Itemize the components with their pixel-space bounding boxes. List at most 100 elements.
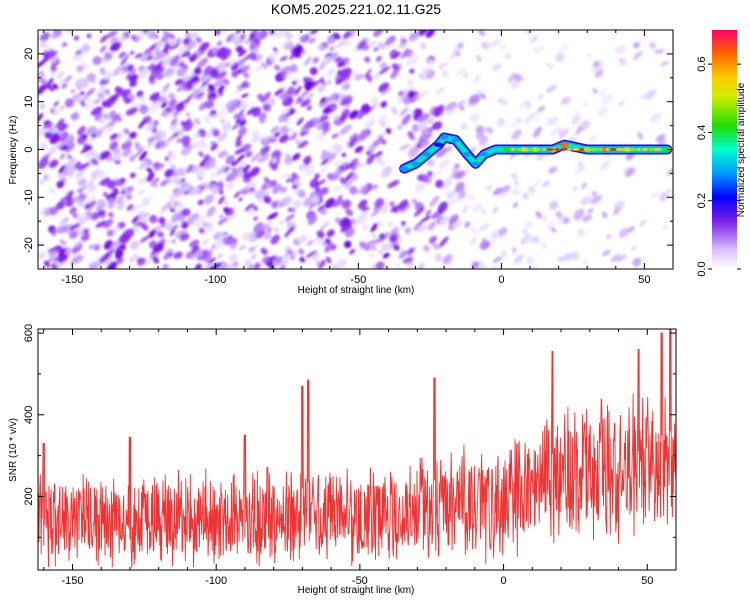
spectrogram-noise-blob (334, 56, 342, 63)
spectrogram-noise-blob (194, 263, 202, 269)
spectrogram-noise-blob (598, 106, 609, 117)
spectrogram-noise-blob (273, 132, 278, 137)
signal-hotspot (590, 148, 599, 151)
spectrogram-noise-blob (99, 77, 110, 86)
spectrogram-noise-blob (345, 208, 354, 216)
spectrogram-noise-blob (481, 41, 490, 50)
spectrogram-noise-blob (389, 201, 395, 207)
spectrogram-noise-blob (543, 180, 550, 187)
spectrogram-noise-blob (659, 192, 669, 202)
spectrogram-noise-blob (337, 258, 347, 268)
signal-hotspot (566, 148, 573, 151)
spectrogram-noise-blob (114, 249, 124, 260)
spectrogram-noise-blob (173, 251, 183, 260)
spectrogram-noise-blob (573, 208, 585, 221)
spectrogram-noise-blob (226, 182, 234, 190)
spectrogram-noise-blob (49, 206, 59, 216)
spectrogram-noise-blob (156, 230, 165, 238)
spectrogram-noise-blob (227, 58, 236, 67)
spectrogram-noise-blob (511, 187, 521, 197)
spectrogram-noise-blob (586, 52, 592, 58)
spectrogram-noise-blob (264, 231, 272, 240)
spectrogram-noise-blob (617, 254, 627, 262)
spectrogram-noise-blob (144, 47, 154, 55)
spectrogram-noise-blob (380, 87, 393, 96)
spectrogram-noise-blob (199, 142, 209, 151)
spectrogram-noise-blob (334, 95, 340, 100)
spectrogram-noise-blob (322, 107, 332, 115)
spectrogram-noise-blob (385, 128, 392, 134)
spectrogram-noise-blob (427, 117, 435, 125)
spectrogram-noise-blob (242, 71, 250, 79)
snr-axes: -150 -100 -50 0 50 200 400 600 (23, 324, 677, 587)
spectrogram-noise-blob (546, 84, 557, 93)
spectrogram-noise-blob (373, 72, 381, 80)
spectrogram-noise-blob (164, 168, 176, 178)
spectrogram-noise-blob (163, 252, 171, 260)
spectrogram-noise-blob (153, 163, 165, 171)
spectrogram-noise-blob (236, 85, 243, 91)
spectrogram-noise-blob (592, 88, 599, 94)
spectrogram-noise-blob (541, 215, 548, 222)
spectrogram-noise-blob (137, 189, 146, 196)
spectrogram-noise-blob (582, 260, 588, 265)
spectrogram-noise-blob (177, 99, 187, 108)
spectrogram-noise-blob (147, 135, 156, 143)
spectrogram-noise-blob (87, 194, 97, 205)
spectrogram-noise-blob (167, 156, 177, 166)
spectrogram-noise-blob (349, 133, 359, 141)
spectrogram-noise-blob (299, 34, 308, 43)
spectrogram-noise-blob (38, 157, 49, 170)
spectrogram-noise-blob (297, 188, 306, 197)
spectrogram-noise-blob (155, 40, 163, 50)
signal-point (422, 152, 432, 157)
spectrogram-noise-blob (254, 189, 264, 199)
spectrogram-noise-blob (427, 220, 437, 231)
spectrogram-noise-blob (296, 235, 308, 244)
spectrogram-noise-blob (331, 133, 339, 139)
spectrogram-noise-blob (378, 66, 391, 75)
spectrogram-noise-blob (73, 35, 79, 41)
spectrogram-noise-blob (314, 179, 326, 187)
spectrogram-noise-blob (312, 56, 319, 64)
spectrogram-noise-blob (64, 75, 72, 83)
spectrogram-noise-blob (271, 200, 280, 208)
spectrogram-noise-blob (424, 132, 433, 140)
spectrogram-noise-blob (77, 125, 86, 136)
spectrogram-noise-blob (220, 54, 228, 61)
spectrogram-noise-blob (555, 211, 563, 219)
spectrogram-noise-blob (169, 55, 181, 67)
spectrogram-noise-blob (206, 206, 216, 217)
spectrogram-noise-blob (286, 126, 295, 135)
spectrogram-noise-blob (311, 252, 320, 260)
spectrogram-noise-blob (57, 253, 69, 263)
spectrogram-noise-blob (102, 191, 109, 198)
spectrogram-noise-blob (286, 72, 293, 81)
signal-point (439, 135, 449, 140)
spectrogram-noise-blob (341, 109, 350, 118)
spectrogram-noise-blob (98, 209, 104, 216)
spectrogram-noise-blob (405, 55, 419, 67)
spectrogram-noise-blob (77, 178, 87, 186)
spectrogram-noise-blob (70, 255, 84, 264)
spectrogram-noise-blob (649, 41, 657, 49)
spectrogram-noise-blob (601, 94, 613, 105)
spectrogram-noise-blob (386, 37, 394, 44)
spectrogram-noise-blob (238, 245, 246, 251)
spectrogram-noise-blob (462, 72, 469, 79)
spectrogram-ylabel: Frequency (Hz) (8, 116, 19, 185)
spectrogram-noise-blob (236, 154, 245, 163)
spectrogram-noise-blob (442, 254, 453, 265)
spectrogram-noise-blob (197, 199, 204, 206)
spectrogram-noise-blob (555, 53, 565, 63)
spectrogram-noise-blob (142, 197, 150, 206)
spectrogram-noise-blob (242, 164, 251, 173)
spectrogram-noise-blob (558, 129, 564, 136)
spectrogram-noise-blob (57, 248, 68, 257)
spectrogram-noise-blob (244, 203, 254, 212)
signal-point (411, 161, 421, 166)
spectrogram-noise-blob (285, 153, 292, 161)
spectrogram-noise-blob (122, 95, 131, 104)
snr-series-line (38, 329, 676, 568)
